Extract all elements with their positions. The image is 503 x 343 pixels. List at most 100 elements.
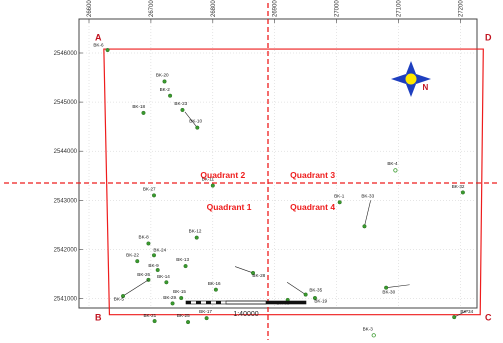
well-trajectory-line (184, 111, 198, 128)
well-label: BK-1 (334, 193, 345, 198)
well-marker (151, 193, 156, 198)
well-marker (162, 79, 167, 84)
well-label: BK-21 (143, 313, 156, 318)
well-marker (210, 183, 215, 188)
tick-label-x: 268000 (211, 0, 217, 17)
well-label: BK-4 (387, 161, 398, 166)
well-label: BK-33 (361, 193, 374, 198)
tick-label-y: 2543000 (54, 198, 78, 204)
tick-label-x: 267000 (149, 0, 155, 17)
well-marker (141, 110, 146, 115)
tick-label-y: 2541000 (54, 297, 78, 303)
quadrant-label: Quadrant 3 (290, 170, 335, 180)
well-label: BK-17 (199, 309, 212, 314)
north-label: N (422, 83, 428, 92)
well-marker (179, 296, 184, 301)
well-marker (170, 301, 175, 306)
tick-label-x: 270000 (335, 0, 341, 17)
quadrant-label: Quadrant 1 (207, 202, 252, 212)
coordinate-grid (80, 20, 476, 307)
north-arrow-icon (391, 61, 431, 97)
quadrant-label: Quadrant 4 (290, 202, 335, 212)
well-label: BK-32 (452, 184, 465, 189)
well-label: BK-24 (153, 247, 166, 252)
well-marker (452, 315, 457, 320)
well-trajectory-line (454, 310, 468, 318)
well-marker (195, 125, 200, 130)
quadrant-label: Quadrant 2 (200, 170, 245, 180)
well-marker (312, 296, 317, 301)
well-marker (146, 241, 151, 246)
corner-label: B (95, 313, 102, 323)
well-marker (155, 268, 160, 273)
well-marker (186, 320, 191, 325)
well-label: BK-28 (252, 273, 265, 278)
study-area-boundary (103, 48, 484, 316)
well-marker (362, 224, 367, 229)
tick-label-x: 269000 (273, 0, 279, 17)
well-label: BK-10 (189, 119, 202, 124)
well-marker (194, 235, 199, 240)
corner-labels: A B C D (95, 33, 492, 323)
well-marker (303, 292, 308, 297)
well-label: BK-2 (160, 87, 171, 92)
well-label: BK-12 (189, 229, 202, 234)
well-marker-hollow (371, 333, 376, 338)
well-marker-hollow (393, 168, 398, 173)
well-label: BK-34 (460, 309, 473, 314)
tick-label-x: 272000 (458, 0, 464, 17)
tick-label-y: 2545000 (54, 100, 78, 106)
well-marker (164, 280, 169, 285)
well-label: BK-20 (156, 73, 169, 78)
well-label: BK-18 (132, 104, 145, 109)
well-label: BK-14 (157, 274, 170, 279)
well-label: BK-5 (114, 296, 125, 301)
tick-label-y: 2544000 (54, 149, 78, 155)
well-marker (121, 294, 126, 299)
well-marker (180, 107, 185, 112)
axis-ticks: 266000 267000 268000 269000 270000 271000 2720… (54, 0, 465, 303)
well-marker (204, 316, 209, 321)
well-label: BK-23 (174, 101, 187, 106)
well-trajectory-line (234, 266, 254, 274)
well-label: BK-30 (382, 290, 395, 295)
well-label: BK-29 (163, 295, 176, 300)
well-label: BK-35 (309, 288, 322, 293)
map-frame (78, 18, 478, 309)
well-label: BK-27 (143, 186, 156, 191)
tick-label-x: 271000 (397, 0, 403, 17)
tick-label-x: 266000 (87, 0, 93, 17)
well-marker (105, 48, 110, 53)
well-marker (213, 287, 218, 292)
corner-label: D (485, 33, 492, 43)
well-trajectory-line (386, 284, 410, 288)
well-label: BK-19 (314, 298, 327, 303)
well-label: BK-9 (148, 263, 159, 268)
well-label: BK-6 (93, 43, 104, 48)
well-marker (168, 93, 173, 98)
well-label: BK-26 (137, 272, 150, 277)
scale-ratio: 1:40000 (233, 311, 258, 318)
well-trajectory-line (364, 200, 371, 227)
well-marker (460, 190, 465, 195)
corner-label: C (485, 313, 492, 323)
well-marker (384, 285, 389, 290)
well-label: BK-16 (208, 281, 221, 286)
well-label: BK-3 (363, 326, 374, 331)
well-label: BK-13 (176, 257, 189, 262)
well-marker (183, 264, 188, 269)
well-label: BK-8 (139, 235, 150, 240)
well-label: BK-15 (173, 289, 186, 294)
quadrant-labels: Quadrant 2 Quadrant 3 Quadrant 1 Quadrant 4 (200, 170, 335, 212)
well-marker (337, 200, 342, 205)
well-trajectory-line (286, 282, 306, 295)
scale-bar (185, 300, 307, 305)
tick-label-y: 2546000 (54, 51, 78, 57)
well-trajectory-line (122, 279, 149, 297)
well-marker (251, 270, 256, 275)
corner-label: A (95, 33, 102, 43)
well-label: BK-25 (177, 313, 190, 318)
well-marker (152, 319, 157, 324)
well-label: BK-11 (202, 177, 215, 182)
